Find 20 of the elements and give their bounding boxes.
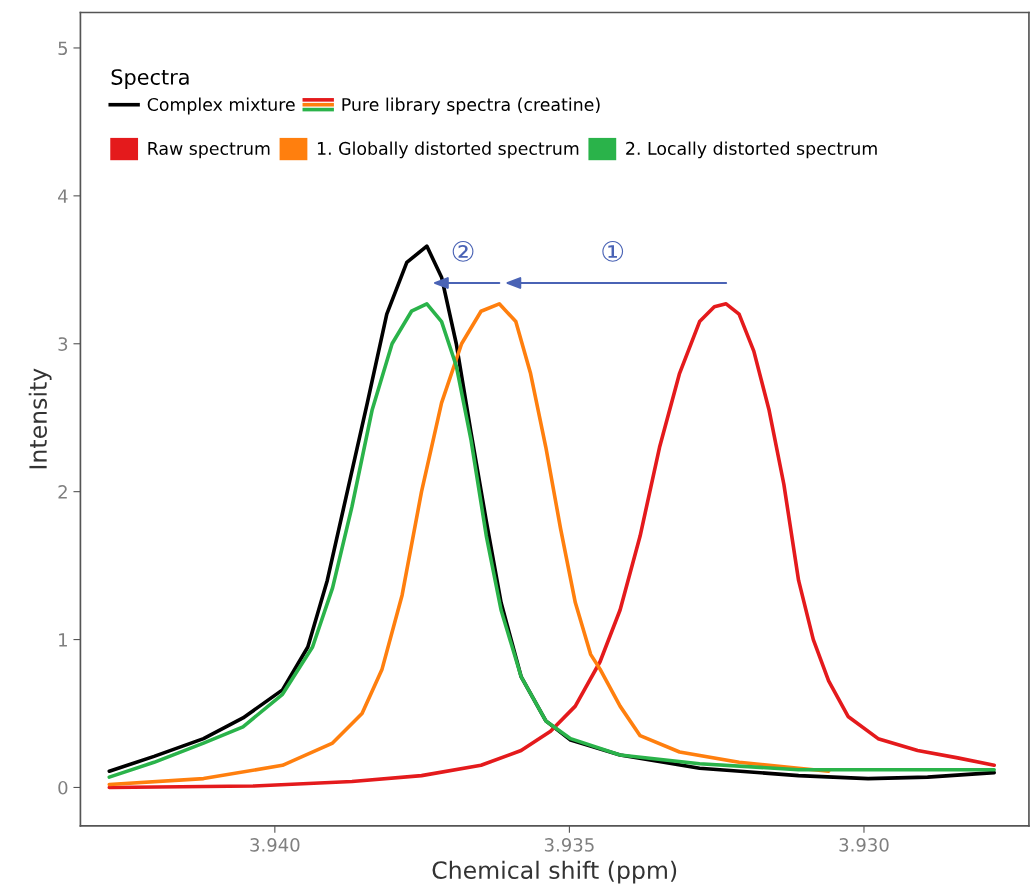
y-tick-label: 5 xyxy=(58,41,68,56)
legend-label: 1. Globally distorted spectrum xyxy=(317,141,579,159)
y-tick-label: 0 xyxy=(58,780,68,795)
y-tick-label: 4 xyxy=(58,189,68,203)
x-tick-label: 3.935 xyxy=(544,838,594,852)
annotation: Pure library spectra (creatine) xyxy=(342,97,600,115)
legend-label: Complex mixture xyxy=(147,97,295,115)
y-tick-label: 1 xyxy=(59,633,67,647)
annotation: ② xyxy=(452,240,474,262)
x-tick-label: 3.930 xyxy=(839,838,889,852)
legend-label: Raw spectrum xyxy=(148,142,270,159)
legend-label: 2. Locally distorted spectrum xyxy=(626,141,877,159)
legend-title: Spectra xyxy=(111,69,189,89)
annotation: ① xyxy=(602,240,624,262)
y-tick-label: 2 xyxy=(58,485,67,499)
y-axis-title: Intensity xyxy=(28,368,52,469)
x-axis-title: Chemical shift (ppm) xyxy=(432,860,677,884)
line-series xyxy=(107,302,831,787)
y-tick-label: 3 xyxy=(58,337,68,351)
x-tick-label: 3.940 xyxy=(250,838,300,852)
